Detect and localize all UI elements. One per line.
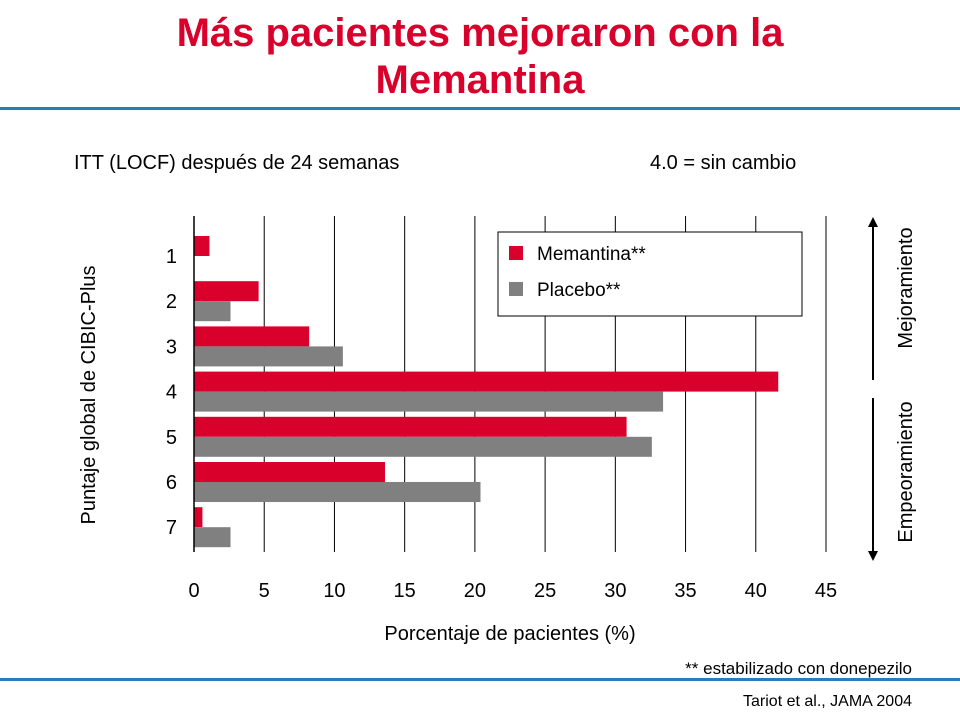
footnote: ** estabilizado con donepezilo <box>685 659 912 678</box>
y-tick-label: 2 <box>166 291 177 313</box>
direction-annotations: Mejoramiento Empeoramiento <box>868 217 917 561</box>
x-tick-label: 40 <box>745 580 767 602</box>
bar-memantina-6 <box>194 462 386 482</box>
x-tick-label: 25 <box>534 580 556 602</box>
bar-memantina-5 <box>194 416 627 437</box>
baseline-note: 4.0 = sin cambio <box>650 152 797 174</box>
citation: Tariot et al., JAMA 2004 <box>743 693 912 710</box>
y-axis-title: Puntaje global de CIBIC-Plus <box>78 265 100 524</box>
bar-memantina-4 <box>194 371 779 392</box>
y-tick-label: 1 <box>166 246 177 268</box>
bar-memantina-2 <box>194 281 259 302</box>
legend-swatch <box>509 246 523 260</box>
y-tick-label: 3 <box>166 336 177 358</box>
y-tick-label: 5 <box>166 427 177 449</box>
y-tick-label: 6 <box>166 472 177 494</box>
improvement-label: Mejoramiento <box>895 227 917 348</box>
x-tick-label: 10 <box>323 580 345 602</box>
chart-subtitle: ITT (LOCF) después de 24 semanas <box>74 152 400 174</box>
x-tick-label: 0 <box>188 580 199 602</box>
x-tick-label: 30 <box>604 580 626 602</box>
x-tick-label: 15 <box>394 580 416 602</box>
bar-placebo-5 <box>194 436 652 457</box>
x-tick-label: 35 <box>674 580 696 602</box>
x-tick-label: 20 <box>464 580 486 602</box>
legend: Memantina** Placebo** <box>497 231 803 317</box>
bar-placebo-3 <box>194 346 343 367</box>
legend-label: Placebo** <box>537 280 621 301</box>
bar-memantina-3 <box>194 326 310 347</box>
legend-label: Memantina** <box>537 244 646 265</box>
legend-box <box>497 231 803 317</box>
x-axis-title: Porcentaje de pacientes (%) <box>384 623 635 645</box>
title-line-2: Memantina <box>375 58 585 102</box>
bar-placebo-4 <box>194 391 664 412</box>
y-tick-label: 4 <box>166 382 177 404</box>
legend-swatch <box>509 282 523 296</box>
bar-placebo-7 <box>194 527 231 548</box>
bar-placebo-6 <box>194 482 481 502</box>
title-line-1: Más pacientes mejoraron con la <box>176 11 784 55</box>
bars <box>194 236 779 548</box>
x-tick-label: 5 <box>259 580 270 602</box>
bar-memantina-7 <box>194 507 203 528</box>
worsening-label: Empeoramiento <box>895 401 917 542</box>
title-divider <box>0 107 960 110</box>
y-tick-label: 7 <box>166 517 177 539</box>
page-title: Más pacientes mejoraron con la Memantina <box>0 10 960 104</box>
footer-divider <box>0 678 960 681</box>
x-tick-label: 45 <box>815 580 837 602</box>
bar-memantina-1 <box>194 236 210 256</box>
bar-placebo-2 <box>194 301 231 322</box>
